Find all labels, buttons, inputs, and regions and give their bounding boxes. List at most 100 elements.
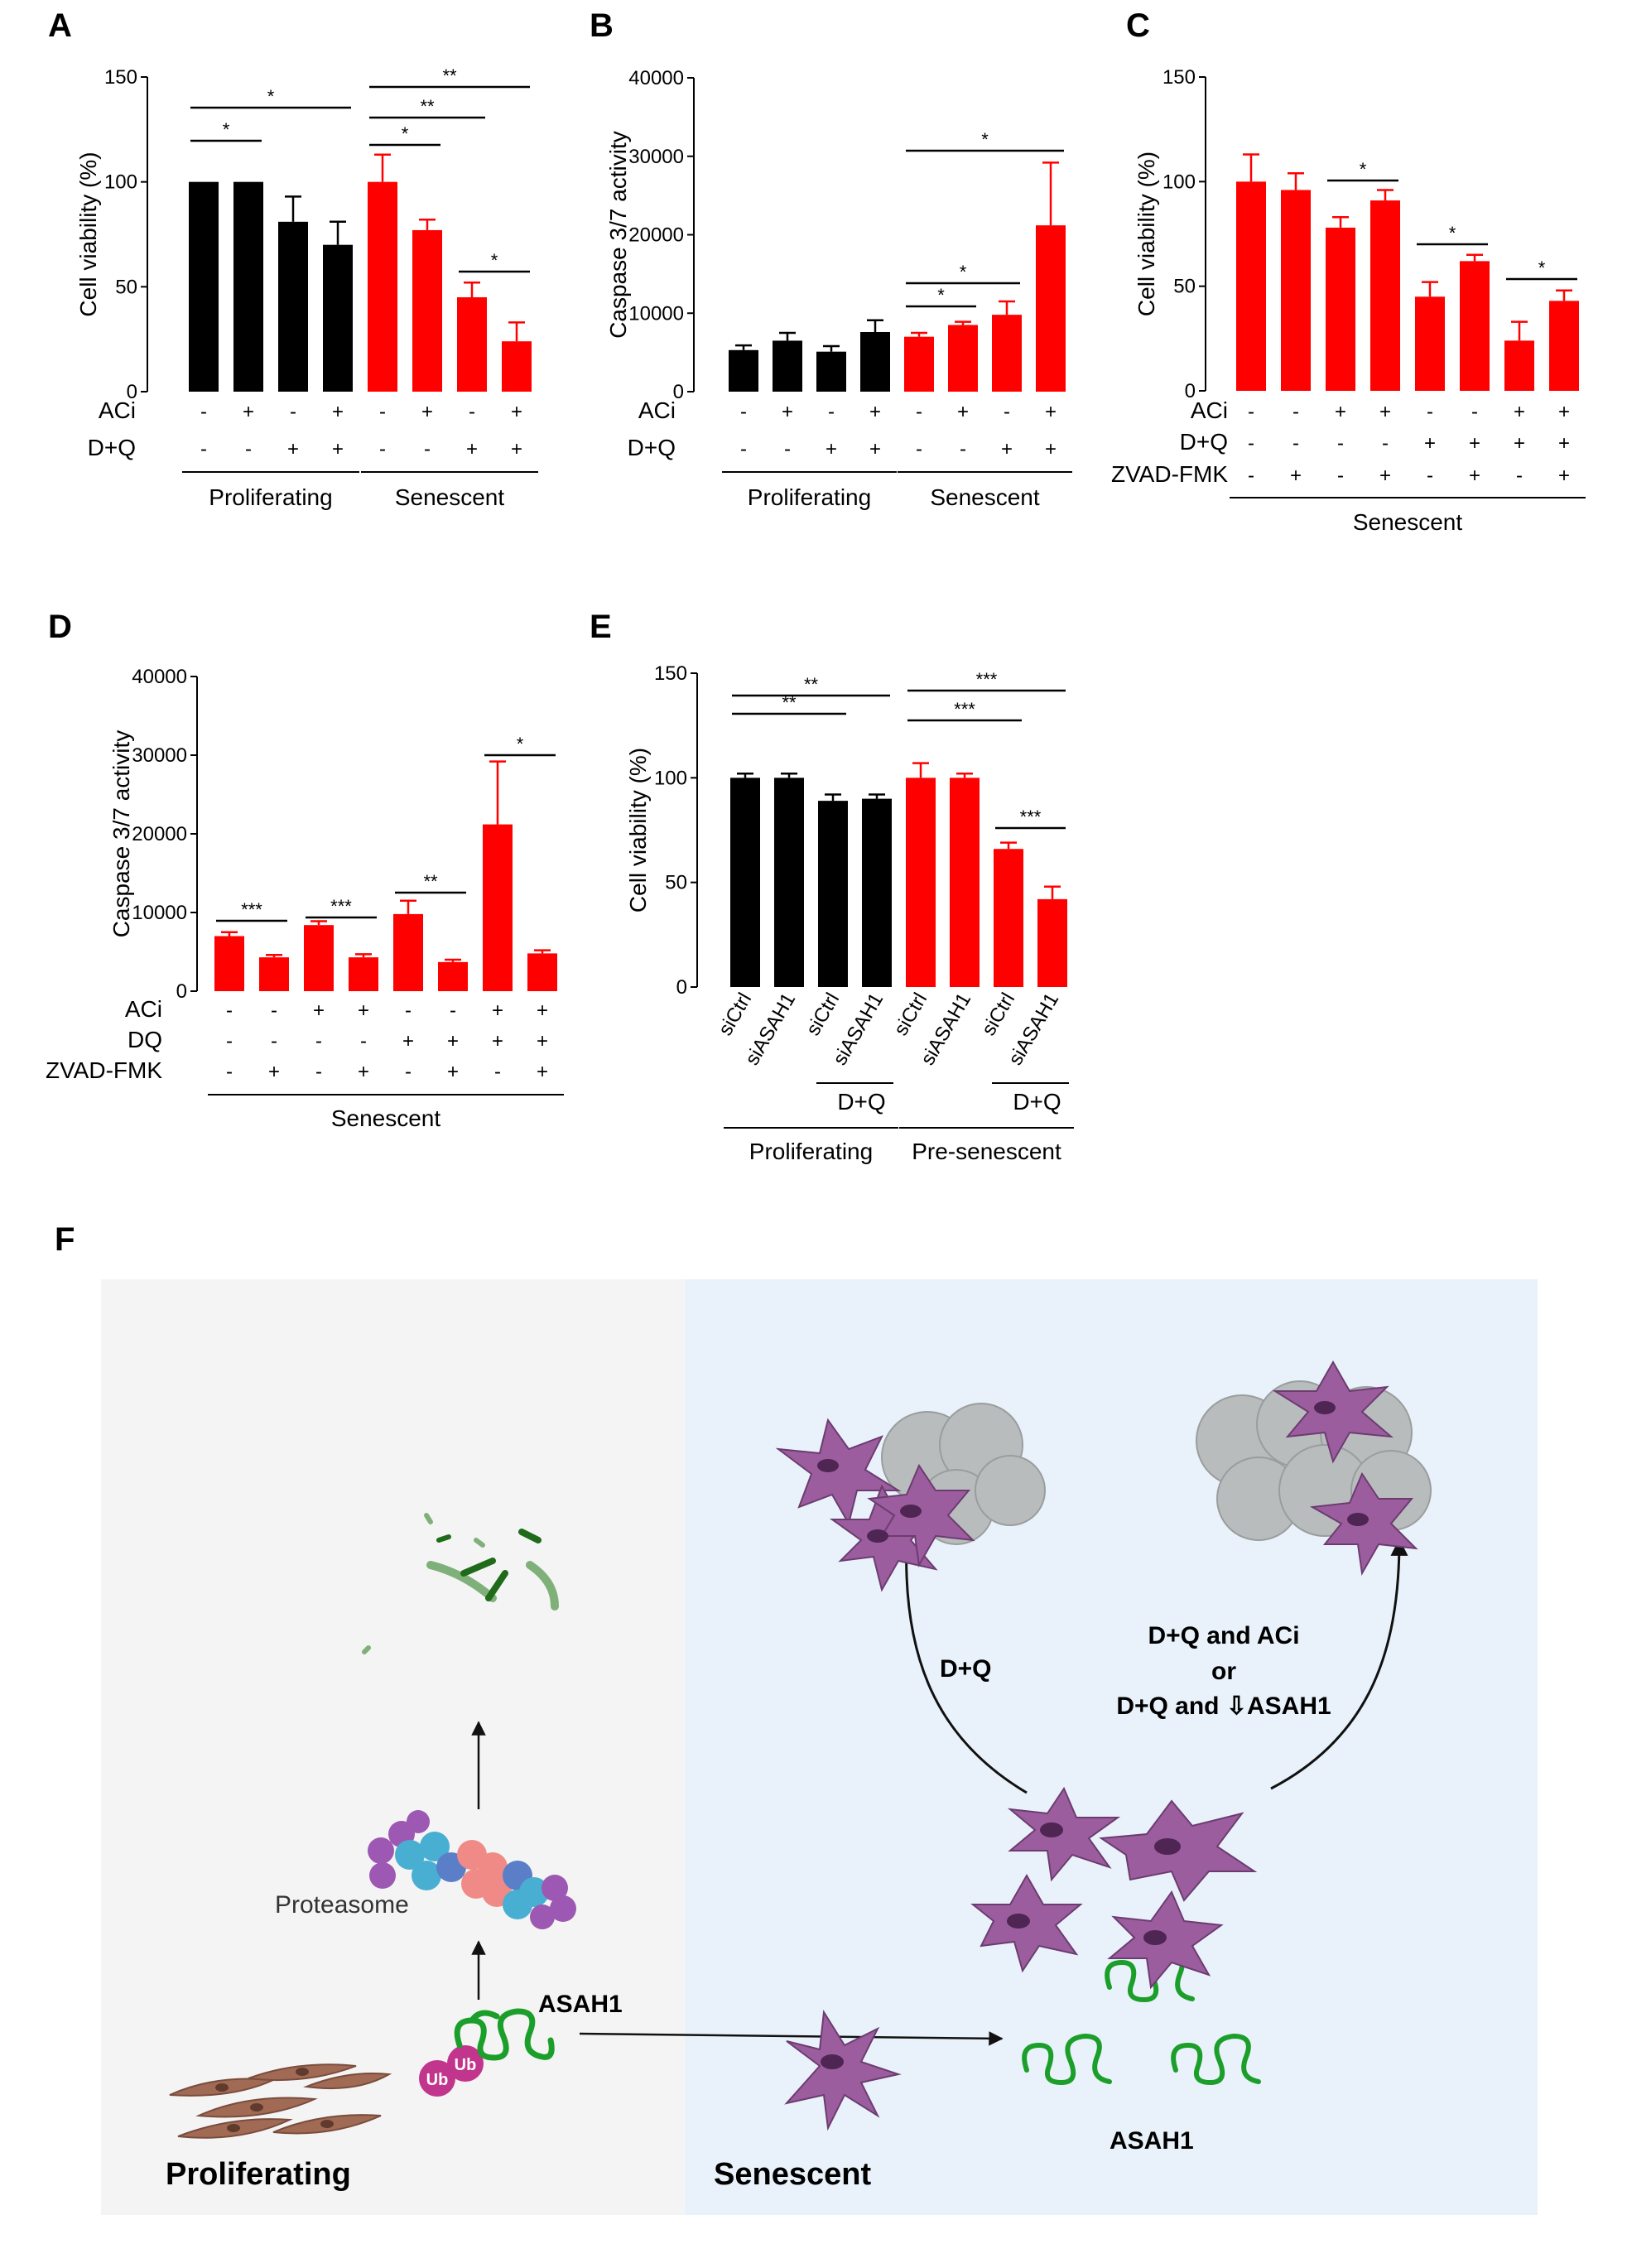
y-tick-label: 150: [1162, 66, 1196, 89]
panel-label-e: E: [590, 609, 612, 645]
condition-mark: +: [1379, 465, 1391, 487]
asah1-label-right: ASAH1: [1110, 2127, 1194, 2155]
condition-mark: +: [1379, 401, 1391, 423]
significance-label: *: [1538, 258, 1546, 278]
bar: [774, 778, 804, 987]
arrow-combo-label-2: or: [1211, 1658, 1236, 1685]
bar: [368, 181, 397, 392]
condition-mark: -: [271, 999, 277, 1022]
condition-mark: +: [511, 438, 522, 460]
treatment-label: D+Q: [1013, 1089, 1061, 1115]
condition-mark: +: [1290, 465, 1302, 487]
significance-label: **: [804, 674, 819, 695]
y-tick-label: 10000: [132, 902, 187, 924]
bar: [1415, 296, 1445, 391]
condition-mark: +: [1514, 432, 1525, 455]
y-tick-label: 50: [665, 872, 687, 894]
y-tick-label: 150: [654, 662, 687, 685]
group-label: Senescent: [331, 1105, 441, 1131]
significance-label: *: [937, 285, 945, 306]
condition-mark: -: [405, 999, 412, 1022]
significance-label: *: [1360, 159, 1367, 180]
category-label: siCtrl: [714, 990, 756, 1040]
bar: [1236, 181, 1266, 391]
y-tick-label: 100: [1162, 171, 1196, 193]
bar: [948, 325, 978, 392]
panel-label-c: C: [1126, 7, 1150, 44]
condition-mark: +: [826, 438, 837, 460]
condition-mark: -: [315, 1061, 322, 1083]
condition-mark: +: [313, 999, 325, 1022]
condition-mark: -: [740, 401, 747, 423]
condition-mark: +: [402, 1030, 414, 1052]
condition-mark: +: [243, 401, 254, 423]
condition-mark: +: [537, 1030, 548, 1052]
category-label: siCtrl: [801, 990, 844, 1040]
condition-label: D+Q: [628, 435, 676, 460]
degraded-fragments-icon: [362, 1513, 559, 1654]
significance-label: **: [782, 692, 797, 713]
proteasome-label: Proteasome: [275, 1891, 409, 1919]
arrow-combo-label-1: D+Q and ACi: [1148, 1622, 1299, 1649]
bar: [527, 953, 557, 991]
significance-label: *: [223, 119, 230, 140]
bar: [1037, 898, 1067, 987]
condition-mark: +: [1335, 401, 1346, 423]
condition-mark: +: [492, 999, 503, 1022]
category-label: siCtrl: [977, 990, 1019, 1040]
bar: [457, 297, 487, 392]
y-tick-label: 30000: [132, 744, 187, 767]
condition-mark: -: [424, 438, 431, 460]
condition-mark: +: [332, 438, 344, 460]
y-tick-label: 150: [104, 66, 137, 89]
y-tick-label: 10000: [628, 302, 684, 325]
bar: [393, 913, 423, 991]
condition-mark: +: [1558, 401, 1570, 423]
schematic: Ub Ub ASAH1 Proteasome: [101, 1279, 1538, 2215]
condition-mark: -: [379, 438, 386, 460]
bar: [729, 349, 758, 392]
condition-label: D+Q: [1180, 429, 1228, 455]
condition-mark: +: [1469, 432, 1480, 455]
condition-mark: -: [226, 1030, 233, 1052]
chart-d: 0 10000 20000 30000 40000 Caspase 3/7 activit…: [46, 666, 564, 1131]
group-label: Proliferating: [748, 484, 871, 510]
chart-b: 0 10000 20000 30000 40000 Caspase 3/7 activit…: [605, 67, 1072, 510]
condition-mark: -: [200, 438, 207, 460]
bar: [214, 936, 244, 991]
ubiquitin-icon: Ub Ub: [419, 2045, 484, 2097]
condition-label: ACi: [125, 996, 162, 1022]
group-label: Senescent: [930, 484, 1040, 510]
treatment-label: D+Q: [837, 1089, 885, 1115]
condition-mark: -: [1427, 465, 1433, 487]
condition-mark: -: [1337, 465, 1344, 487]
result-combo-icon: [1196, 1360, 1432, 1577]
condition-mark: -: [1382, 432, 1389, 455]
condition-mark: -: [1427, 401, 1433, 423]
condition-label: ZVAD-FMK: [1111, 461, 1228, 487]
condition-mark: +: [466, 438, 478, 460]
condition-mark: +: [957, 401, 969, 423]
bar: [1036, 225, 1066, 392]
y-axis-label: Caspase 3/7 activity: [605, 131, 631, 339]
significance-label: *: [402, 123, 409, 144]
y-axis-label: Cell viability (%): [1134, 152, 1159, 316]
bar: [816, 351, 846, 392]
bar: [323, 244, 353, 392]
condition-mark: -: [494, 1061, 501, 1083]
group-label: Senescent: [1353, 509, 1463, 535]
condition-mark: +: [1045, 401, 1057, 423]
condition-mark: +: [447, 1061, 459, 1083]
condition-mark: +: [1045, 438, 1057, 460]
condition-mark: -: [360, 1030, 367, 1052]
significance-label: *: [981, 129, 989, 150]
bar: [278, 221, 308, 392]
y-tick-label: 100: [104, 171, 137, 194]
condition-mark: +: [537, 1061, 548, 1083]
proliferating-background: [101, 1279, 685, 2215]
y-tick-label: 50: [1173, 276, 1196, 298]
condition-mark: -: [1516, 465, 1523, 487]
